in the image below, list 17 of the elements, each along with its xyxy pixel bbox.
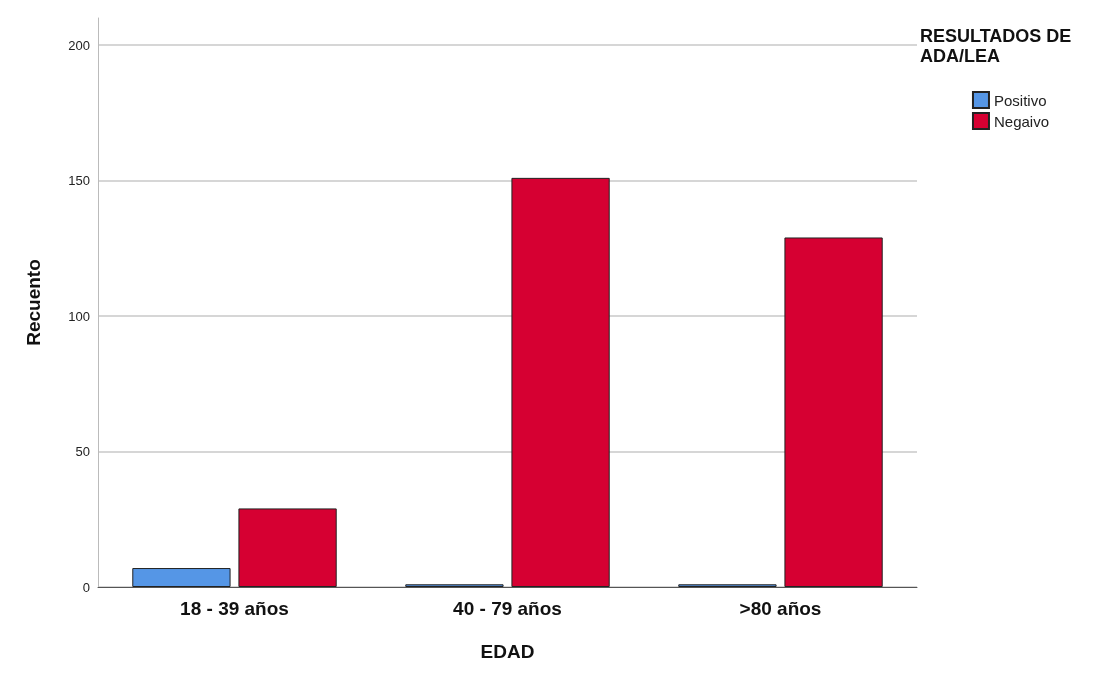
x-tick-label: 18 - 39 años [180,598,289,619]
x-tick-label: >80 años [739,598,822,619]
legend-label: Positivo [993,91,1047,109]
y-tick-label: 150 [68,173,90,189]
bar [238,508,337,587]
legend-label: Negaivo [993,112,1050,130]
x-axis-title: EDAD [480,641,535,662]
bar [511,177,610,587]
bar [132,568,231,587]
y-tick-label: 0 [82,579,90,595]
y-tick-label: 200 [68,37,90,53]
y-axis-title: Recuento [23,259,44,346]
bar [784,237,883,587]
y-tick-label: 50 [75,444,90,460]
y-tick-label: 100 [68,308,90,324]
legend-title: RESULTADOS DE ADA/LEA [920,26,1077,66]
x-tick-label: 40 - 79 años [453,598,562,619]
